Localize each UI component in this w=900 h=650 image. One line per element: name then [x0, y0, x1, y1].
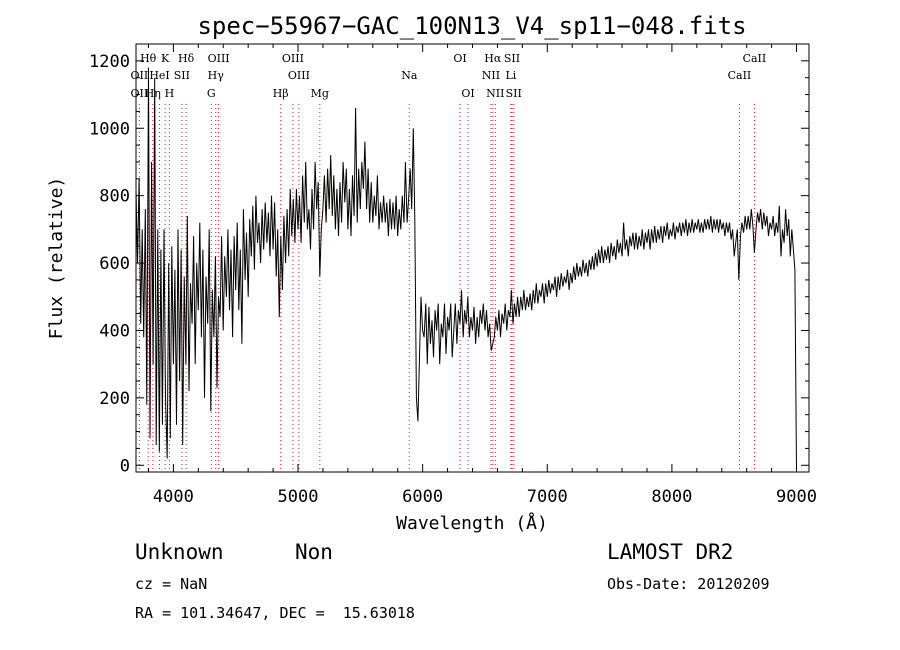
- y-tick-label: 0: [120, 456, 130, 476]
- marker-label: SII: [506, 87, 522, 100]
- marker-label: SII: [504, 52, 520, 65]
- marker-label: Na: [401, 69, 418, 82]
- marker-label: K: [161, 52, 170, 65]
- marker-label: Mg: [311, 87, 329, 100]
- spectrum-line: [135, 67, 797, 473]
- coords-text: RA = 101.34647, DEC = 15.63018: [135, 604, 415, 622]
- plot-frame: [135, 43, 810, 473]
- spectrum-chart: spec−55967−GAC_100N13_V4_sp11−048.fits H…: [46, 12, 817, 534]
- marker-label: OIII: [282, 52, 304, 65]
- marker-label: OII: [131, 69, 149, 82]
- y-tick-label: 200: [99, 389, 130, 409]
- marker-label: Hγ: [208, 69, 225, 82]
- y-tick-label: 800: [99, 187, 130, 207]
- x-tick-label: 6000: [402, 487, 443, 507]
- marker-label: OII: [131, 87, 149, 100]
- x-tick-label: 5000: [278, 487, 319, 507]
- y-tick-label: 1200: [89, 52, 130, 72]
- marker-label: G: [207, 87, 216, 100]
- y-tick-label: 400: [99, 321, 130, 341]
- marker-label: SII: [174, 69, 190, 82]
- marker-label: Hβ: [273, 87, 289, 100]
- y-tick-label: 1000: [89, 119, 130, 139]
- subclass-label: Non: [295, 540, 333, 564]
- x-axis: 4000 5000 6000 7000 8000 9000: [147, 44, 817, 507]
- marker-label: NII: [482, 69, 500, 82]
- marker-label: Hη: [145, 87, 161, 100]
- marker-label: OI: [453, 52, 466, 65]
- obsdate-text: Obs-Date: 20120209: [607, 575, 770, 593]
- x-tick-label: 7000: [527, 487, 568, 507]
- marker-label: Hθ: [140, 52, 157, 65]
- y-axis: 0 200 400 600 800 1000 1200: [89, 52, 809, 476]
- marker-label: Hα: [484, 52, 502, 65]
- marker-label: OIII: [288, 69, 310, 82]
- marker-label: H: [165, 87, 175, 100]
- y-tick-label: 600: [99, 254, 130, 274]
- marker-label: CaII: [728, 69, 752, 82]
- marker-label: Hδ: [178, 52, 195, 65]
- class-label: Unknown: [135, 540, 224, 564]
- y-axis-label: Flux (relative): [46, 177, 67, 340]
- marker-label: Li: [505, 69, 516, 82]
- marker-label: OIII: [208, 52, 230, 65]
- marker-label: NII: [486, 87, 504, 100]
- marker-label: CaII: [743, 52, 767, 65]
- marker-label: HeI: [149, 69, 169, 82]
- x-tick-label: 9000: [776, 487, 817, 507]
- x-tick-label: 8000: [651, 487, 692, 507]
- cz-text: cz = NaN: [135, 575, 208, 593]
- x-tick-label: 4000: [153, 487, 194, 507]
- chart-title: spec−55967−GAC_100N13_V4_sp11−048.fits: [197, 12, 746, 40]
- survey-label: LAMOST DR2: [607, 540, 734, 564]
- x-axis-label: Wavelength (Å): [396, 512, 548, 534]
- marker-label: OI: [461, 87, 474, 100]
